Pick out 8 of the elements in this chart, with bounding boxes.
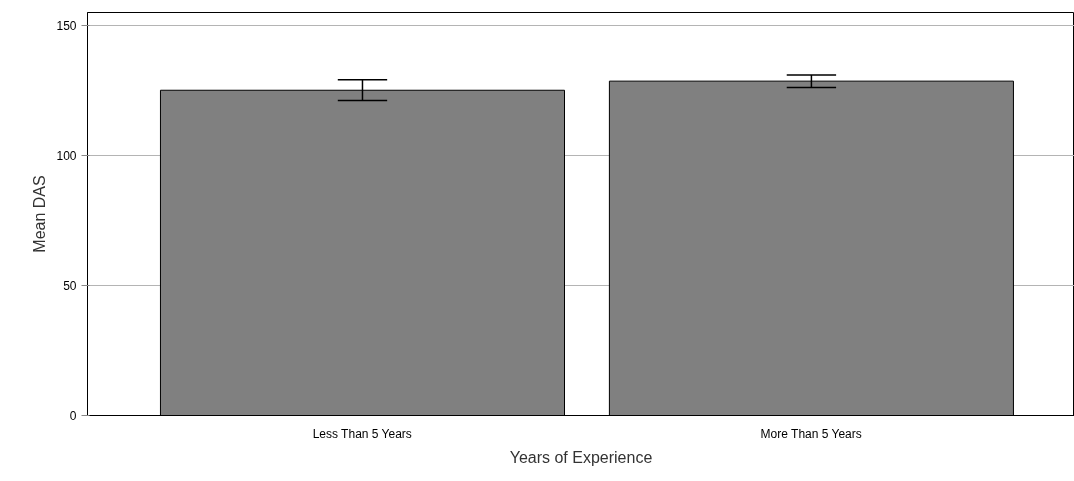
x-tick-label: More Than 5 Years [760, 426, 862, 441]
y-tick-label: 0 [69, 409, 77, 423]
y-axis-title: Mean DAS [31, 175, 49, 253]
y-tick-label: 150 [56, 19, 77, 33]
x-tick-label: Less Than 5 Years [312, 426, 412, 441]
y-tick-label: 50 [63, 279, 77, 293]
y-tick-label: 100 [56, 149, 77, 163]
x-axis-title: Years of Experience [509, 448, 653, 466]
